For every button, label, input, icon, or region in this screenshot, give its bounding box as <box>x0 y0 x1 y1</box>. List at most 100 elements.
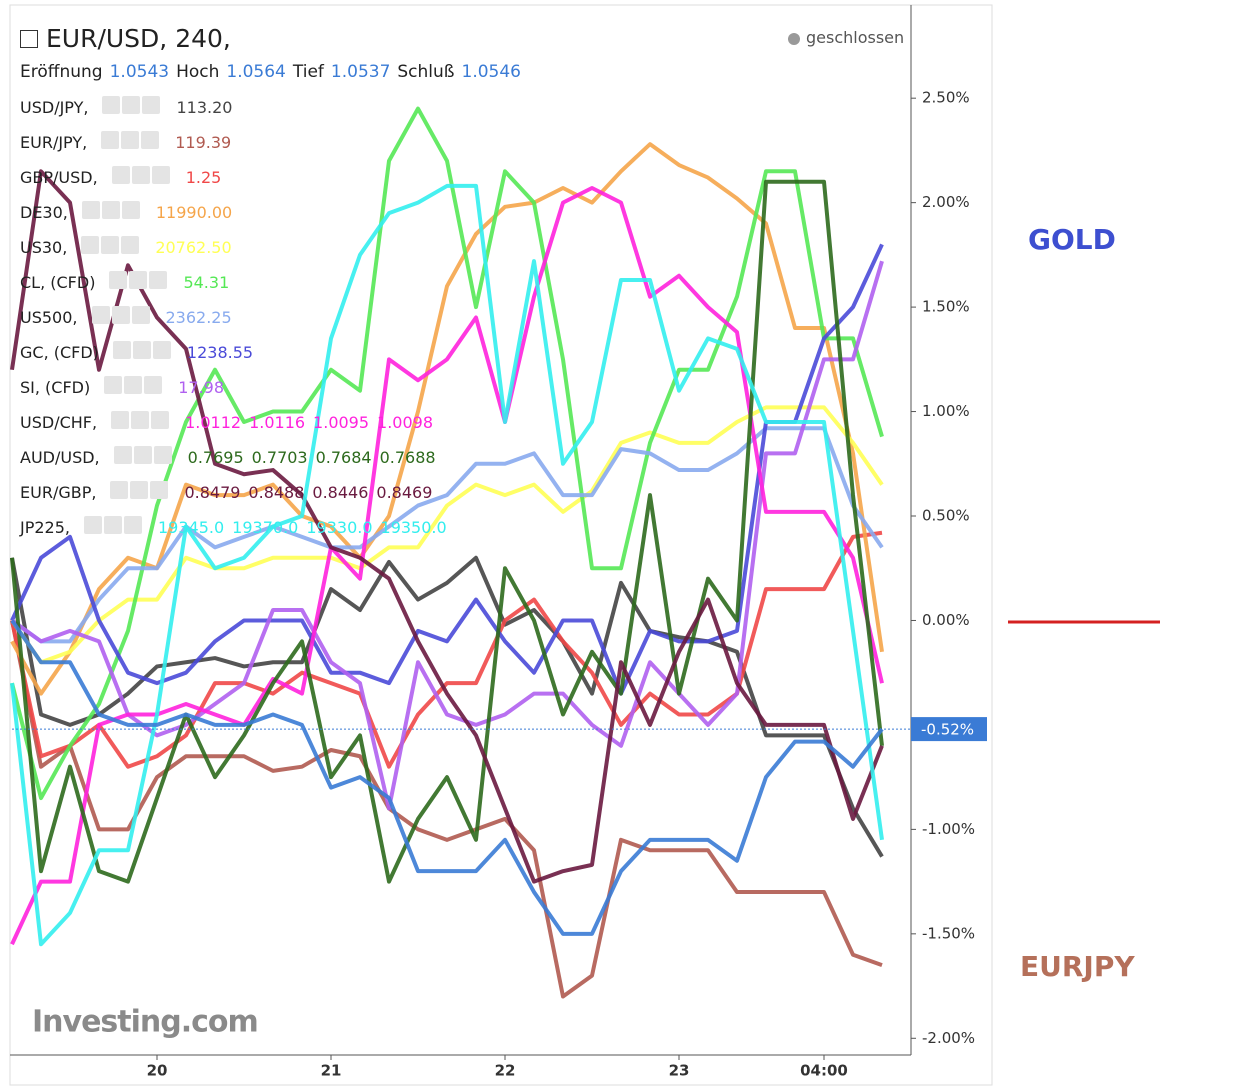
ohlc-label: Hoch <box>176 62 220 82</box>
legend-name: GBP/USD, <box>20 167 98 187</box>
ohlc-value: 1.0546 <box>461 62 521 82</box>
legend-row: JP225, 19345.0 19370.0 19330.0 19350.0 <box>20 516 447 538</box>
status-dot <box>788 33 800 45</box>
icon[interactable] <box>104 376 123 394</box>
icon[interactable] <box>122 96 141 114</box>
legend-name: AUD/USD, <box>20 447 100 467</box>
icon[interactable] <box>81 201 100 219</box>
y-tick-label: -2.00% <box>922 1029 975 1047</box>
legend-value: 17.98 <box>178 377 225 397</box>
icon[interactable] <box>153 446 172 464</box>
icon[interactable] <box>111 166 130 184</box>
annotation: EURJPY <box>1020 950 1135 983</box>
legend-value: 113.20 <box>176 97 233 117</box>
legend-name: US500, <box>20 307 78 327</box>
icon[interactable] <box>124 516 142 534</box>
y-tick-label: 1.50% <box>922 298 970 316</box>
icon[interactable] <box>81 236 100 254</box>
legend-name: DE30, <box>20 202 68 222</box>
icon[interactable] <box>141 131 160 149</box>
icon[interactable] <box>131 306 150 324</box>
legend-row: EUR/GBP, 0.8479 0.8488 0.8446 0.8469 <box>20 481 432 503</box>
icon[interactable] <box>111 411 130 429</box>
y-tick-label: 0.50% <box>922 507 970 525</box>
current-tag <box>911 717 987 742</box>
icon[interactable] <box>112 341 131 359</box>
legend-value: 19350.0 <box>380 517 447 537</box>
icon[interactable] <box>149 271 168 289</box>
icon[interactable] <box>101 236 120 254</box>
legend-icons <box>104 376 164 398</box>
legend-row: USD/JPY, 113.20 <box>20 96 232 118</box>
icon[interactable] <box>130 481 149 499</box>
icon[interactable] <box>131 166 150 184</box>
x-tick-label: 23 <box>669 1062 690 1080</box>
legend-row: AUD/USD, 0.7695 0.7703 0.7684 0.7688 <box>20 446 436 468</box>
y-tick-label: 0.00% <box>922 611 970 629</box>
icon[interactable] <box>142 96 161 114</box>
legend-row: DE30, 11990.00 <box>20 201 232 223</box>
legend-row: EUR/JPY, 119.39 <box>20 131 231 153</box>
legend-icons <box>84 516 144 538</box>
legend-name: SI, (CFD) <box>20 377 91 397</box>
legend-value: 19345.0 <box>158 517 225 537</box>
ohlc-value: 1.0537 <box>330 62 391 82</box>
legend-icons <box>102 96 162 118</box>
legend-name: USD/JPY, <box>20 97 89 117</box>
header: EUR/USD, 240, <box>20 24 231 53</box>
series-line <box>10 620 883 999</box>
icon[interactable] <box>101 131 120 149</box>
ohlc-value: 1.0564 <box>226 62 286 82</box>
ohlc: Eröffnung 1.0543 Hoch 1.0564 Tief 1.0537 Schlu… <box>20 62 521 82</box>
icon[interactable] <box>91 306 110 324</box>
icon[interactable] <box>131 411 150 429</box>
legend-value: 0.7695 <box>187 447 244 467</box>
legend-icons <box>111 166 172 188</box>
icon[interactable] <box>150 481 169 499</box>
y-tick-label: 2.50% <box>922 89 970 107</box>
icon[interactable] <box>144 376 163 394</box>
icon[interactable] <box>101 201 120 219</box>
icon[interactable] <box>109 271 128 289</box>
legend-row: US500, 2362.25 <box>20 306 232 328</box>
icon[interactable] <box>151 166 170 184</box>
legend-icons <box>81 201 142 223</box>
legend-value: 0.8469 <box>376 482 433 502</box>
icon[interactable] <box>132 341 151 359</box>
y-tick-label: 2.00% <box>922 193 970 211</box>
legend-icons <box>112 341 173 363</box>
legend-value: 0.7703 <box>251 447 308 467</box>
icon[interactable] <box>151 411 170 429</box>
icon[interactable] <box>84 516 102 534</box>
series-line <box>10 243 884 696</box>
legend-row: GBP/USD, 1.25 <box>20 166 221 188</box>
legend-value: 20762.50 <box>155 237 232 257</box>
legend-value: 0.8446 <box>312 482 369 502</box>
annotation: GOLD <box>1028 223 1116 256</box>
legend-name: US30, <box>20 237 68 257</box>
icon[interactable] <box>129 271 148 289</box>
legend-row: GC, (CFD) 1238.55 <box>20 341 253 363</box>
icon[interactable] <box>152 341 171 359</box>
legend-name: JP225, <box>20 517 70 537</box>
icon[interactable] <box>111 306 130 324</box>
y-tick-label: -1.50% <box>922 924 975 942</box>
legend-value: 0.7684 <box>315 447 372 467</box>
frame <box>9 4 993 1086</box>
legend-value: 0.8479 <box>184 482 241 502</box>
icon[interactable] <box>124 376 143 394</box>
icon[interactable] <box>121 201 140 219</box>
icon[interactable] <box>121 236 140 254</box>
icon[interactable] <box>102 96 121 114</box>
icon[interactable] <box>113 446 132 464</box>
series-line <box>10 426 884 644</box>
legend-value: 11990.00 <box>155 202 233 222</box>
icon[interactable] <box>110 481 129 499</box>
icon[interactable] <box>133 446 152 464</box>
icon[interactable] <box>121 131 140 149</box>
icon[interactable] <box>104 516 122 534</box>
legend-value: 1.25 <box>185 167 222 187</box>
series-line <box>10 555 884 858</box>
